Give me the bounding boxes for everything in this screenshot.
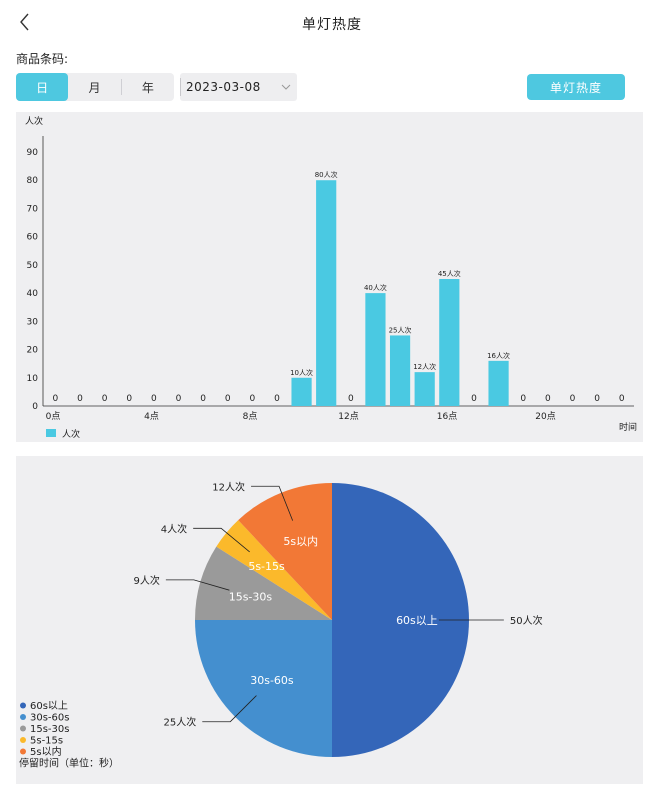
bar-value-label: 0 — [274, 394, 280, 404]
bar-value-label: 0 — [102, 394, 108, 404]
y-tick-label: 60 — [27, 233, 39, 243]
legend-swatch — [46, 429, 56, 437]
legend-label: 5s以内 — [30, 745, 62, 758]
bar — [488, 360, 509, 406]
legend-label: 5s-15s — [30, 736, 63, 747]
pie-title: 停留时间（单位：秒） — [19, 757, 119, 770]
pie-callout-label: 25人次 — [164, 716, 197, 729]
x-tick-label: 12点 — [338, 411, 358, 422]
pie-callout-line — [165, 579, 230, 591]
bar — [414, 372, 435, 406]
x-tick-label: 16点 — [437, 411, 457, 422]
bar-value-label: 0 — [200, 394, 206, 404]
single-lamp-heat-button[interactable]: 单灯热度 — [527, 74, 625, 100]
period-segmented-control: 日 月 年 — [16, 73, 174, 101]
x-tick-label: 4点 — [144, 411, 159, 422]
page-title: 单灯热度 — [302, 17, 362, 33]
bar-value-label: 0 — [471, 394, 477, 404]
tab-month[interactable]: 月 — [88, 80, 101, 95]
pie-slice — [332, 483, 469, 757]
bar-value-label: 45人次 — [438, 269, 461, 278]
y-tick-label: 40 — [27, 289, 39, 299]
pie-slice-label: 5s以内 — [283, 534, 318, 548]
x-tick-label: 20点 — [535, 411, 555, 422]
y-tick-label: 0 — [32, 402, 38, 412]
legend-marker — [20, 702, 26, 709]
y-tick-label: 50 — [27, 261, 39, 271]
bar — [389, 335, 411, 406]
bar-value-label: 0 — [619, 394, 625, 404]
pie-callout-line — [202, 695, 257, 723]
pie-slice — [195, 620, 332, 757]
y-tick-label: 30 — [27, 317, 39, 327]
dwell-time-pie-chart: 60s以上 50人次 30s-60s 25人次 15s-30s 9人次 5s-15s 4人次 5… — [16, 456, 643, 784]
pie-slice-label: 5s-15s — [248, 560, 285, 573]
date-picker[interactable]: 2023-03-08 — [180, 73, 297, 101]
bar-value-label: 80人次 — [315, 170, 338, 179]
bar-value-label: 0 — [545, 394, 551, 404]
bar-value-label: 0 — [52, 394, 58, 404]
barcode-label: 商品条码: — [16, 52, 69, 66]
pie-callout-label: 4人次 — [161, 522, 187, 535]
back-arrow-icon[interactable] — [14, 10, 38, 34]
x-axis-title: 时间 — [619, 421, 637, 433]
bar-value-label: 0 — [126, 394, 132, 404]
legend-marker — [20, 725, 26, 732]
bar-value-label: 40人次 — [364, 283, 387, 292]
legend-marker — [20, 748, 26, 755]
pie-callout-line — [193, 527, 250, 553]
legend-marker — [20, 737, 26, 743]
tab-day[interactable]: 日 — [16, 73, 69, 101]
bar-value-label: 12人次 — [413, 362, 436, 371]
bar-chart-svg: 人次 0 10 20 30 40 50 60 70 80 90 0 0点 0 0 0 0 4点 0 0 0 0 8点 0 10人… — [25, 115, 637, 440]
bar-value-label: 0 — [151, 394, 157, 404]
bar-value-label: 0 — [249, 394, 255, 404]
x-tick-label: 8点 — [243, 411, 258, 422]
bar-value-label: 10人次 — [290, 368, 313, 377]
pie-callout-line — [251, 485, 294, 521]
pie-callout-label: 12人次 — [212, 480, 245, 493]
x-tick-label: 0点 — [46, 411, 61, 422]
y-tick-label: 90 — [27, 148, 39, 158]
bar — [439, 279, 460, 406]
pie-callout-label: 50人次 — [510, 614, 543, 627]
bar-value-label: 0 — [176, 394, 182, 404]
y-tick-label: 10 — [27, 374, 39, 384]
hourly-bar-chart: 人次 0 10 20 30 40 50 60 70 80 90 0 0点 0 0 0 0 4点 0 0 0 0 8点 0 10人… — [16, 112, 643, 442]
legend-label: 人次 — [62, 428, 80, 440]
y-tick-label: 70 — [27, 204, 39, 214]
y-axis-title: 人次 — [25, 115, 43, 127]
chevron-down-icon — [281, 84, 291, 90]
bar — [365, 293, 386, 406]
bar-value-label: 0 — [594, 394, 600, 404]
pie-slice — [195, 546, 332, 620]
date-value: 2023-03-08 — [186, 80, 261, 94]
pie-slice-label: 60s以上 — [396, 614, 438, 627]
pie-chart-svg: 60s以上 50人次 30s-60s 25人次 15s-30s 9人次 5s-15s 4人次 5… — [19, 480, 543, 770]
tab-divider — [120, 79, 122, 95]
bar-value-label: 0 — [348, 394, 354, 404]
pie-slice — [216, 520, 332, 620]
legend-marker — [20, 714, 26, 720]
legend-label: 30s-60s — [30, 713, 69, 724]
nav-bar: 单灯热度 — [0, 0, 664, 46]
pie-slice-label: 30s-60s — [250, 674, 294, 687]
bar-value-label: 0 — [570, 394, 576, 404]
pie-slice-label: 15s-30s — [229, 590, 273, 603]
pie-callout-label: 9人次 — [133, 574, 159, 587]
bar-value-label: 16人次 — [487, 351, 510, 360]
y-tick-label: 20 — [27, 346, 39, 356]
bar-value-label: 0 — [77, 394, 83, 404]
legend-label: 60s以上 — [30, 700, 68, 712]
tab-year[interactable]: 年 — [141, 80, 154, 95]
date-divider — [180, 78, 181, 96]
y-tick-label: 80 — [27, 176, 39, 186]
bar — [316, 180, 337, 406]
bar-value-label: 0 — [225, 394, 231, 404]
bar — [291, 377, 312, 406]
legend-label: 15s-30s — [30, 724, 69, 735]
bar-value-label: 0 — [520, 394, 526, 404]
bar-value-label: 25人次 — [389, 325, 412, 334]
pie-slice — [238, 483, 332, 620]
